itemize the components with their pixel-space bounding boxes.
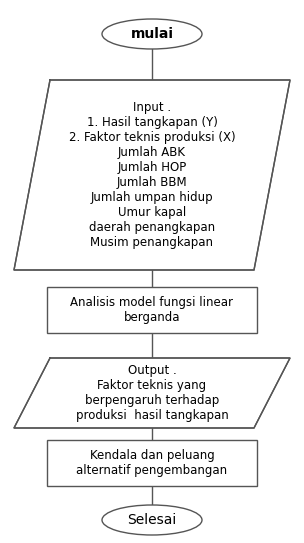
Text: mulai: mulai	[130, 27, 174, 41]
Ellipse shape	[102, 19, 202, 49]
Text: Output .
Faktor teknis yang
berpengaruh terhadap
produksi  hasil tangkapan: Output . Faktor teknis yang berpengaruh …	[76, 364, 228, 422]
Bar	[47, 287, 257, 333]
Text: Analisis model fungsi linear
berganda: Analisis model fungsi linear berganda	[71, 296, 233, 324]
Text: Kendala dan peluang
alternatif pengembangan: Kendala dan peluang alternatif pengemban…	[76, 449, 228, 477]
Text: Input .
1. Hasil tangkapan (Y)
2. Faktor teknis produksi (X)
Jumlah ABK
Jumlah H: Input . 1. Hasil tangkapan (Y) 2. Faktor…	[69, 101, 235, 249]
Polygon shape	[14, 358, 290, 428]
Text: Selesai: Selesai	[127, 513, 177, 527]
Bar	[47, 440, 257, 486]
Ellipse shape	[102, 505, 202, 535]
Polygon shape	[14, 80, 290, 270]
